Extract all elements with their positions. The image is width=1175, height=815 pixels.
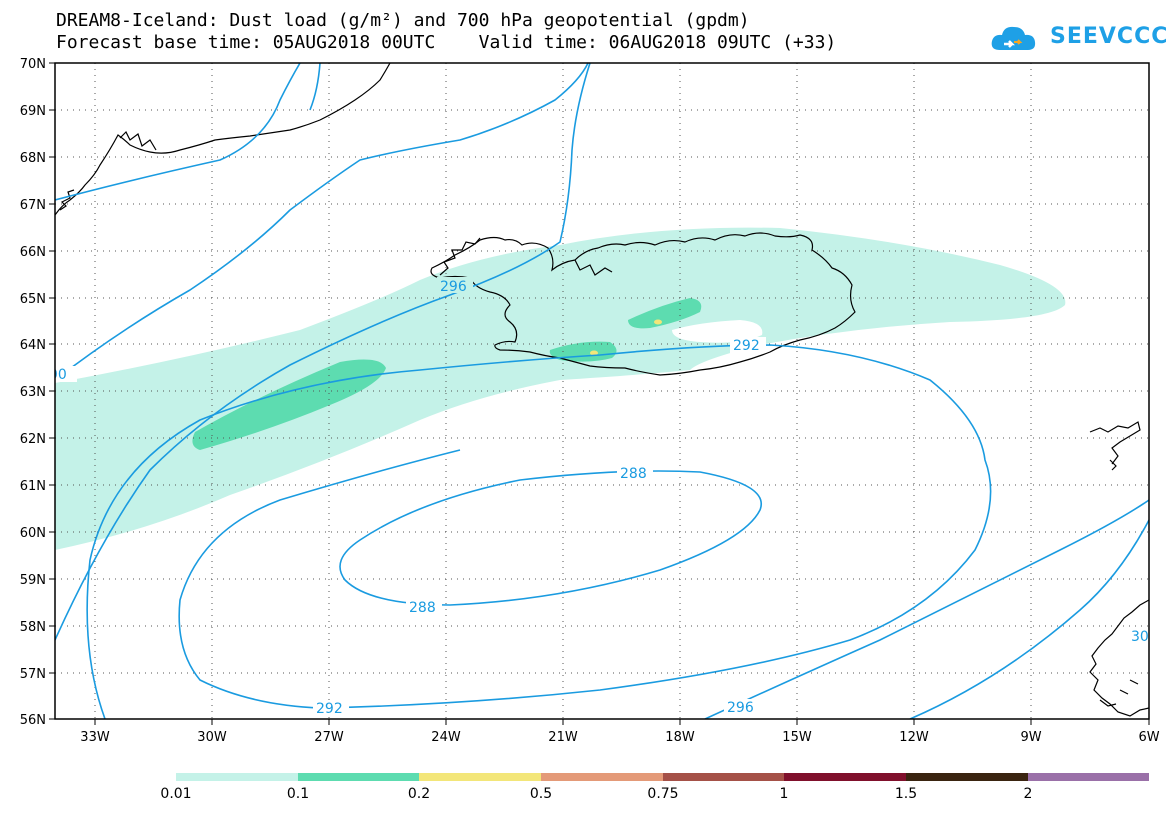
coastline-iceland — [430, 232, 856, 376]
colorbar-label: 2 — [1023, 786, 1033, 802]
contour-300-west — [55, 63, 589, 381]
map-title: DREAM8-Iceland: Dust load (g/m²) and 700… — [56, 10, 750, 31]
colorbar-swatch — [541, 773, 663, 781]
contour-300-east — [909, 519, 1149, 719]
lon-label: 9W — [1020, 730, 1041, 745]
colorbar-swatch — [176, 773, 298, 781]
contour-label-288-north: 288 — [620, 466, 647, 482]
coastline-scotland — [1089, 599, 1149, 717]
logo-text: SEEVCCC — [1050, 24, 1169, 49]
colorbar-label: 0.01 — [160, 786, 192, 802]
coastlines — [55, 63, 1149, 717]
lat-label: 66N — [20, 245, 46, 260]
lon-label: 6W — [1138, 730, 1159, 745]
dust-area-mid-2 — [628, 298, 702, 329]
lat-label: 58N — [20, 620, 46, 635]
lon-label: 18W — [665, 730, 695, 745]
colorbar-label: 0.2 — [407, 786, 431, 802]
geopotential-contours — [55, 63, 1149, 719]
lat-label: 62N — [20, 432, 46, 447]
colorbar-label: 0.75 — [647, 786, 679, 802]
colorbar-swatch — [298, 773, 419, 781]
lat-label: 57N — [20, 667, 46, 682]
contour-label-300: 300 — [40, 367, 67, 383]
colorbar-label: 1.5 — [894, 786, 918, 802]
dust-area-low — [55, 227, 1066, 550]
colorbar-swatch — [784, 773, 906, 781]
contour-north — [309, 63, 321, 111]
lon-label: 27W — [314, 730, 344, 745]
colorbar-label: 0.5 — [529, 786, 553, 802]
lat-label: 60N — [20, 526, 46, 541]
contour-288 — [339, 470, 762, 606]
contour-label-292-north: 292 — [733, 338, 760, 354]
map-subtitle: Forecast base time: 05AUG2018 00UTC Vali… — [56, 32, 837, 53]
lat-label: 64N — [20, 338, 46, 353]
lat-label: 68N — [20, 151, 46, 166]
dust-area-mid-1 — [192, 359, 386, 450]
lat-label: 59N — [20, 573, 46, 588]
lat-label: 65N — [20, 292, 46, 307]
colorbar-swatch — [906, 773, 1028, 781]
lat-label: 69N — [20, 104, 46, 119]
lon-label: 24W — [431, 730, 461, 745]
lat-label: 67N — [20, 198, 46, 213]
lat-label: 56N — [20, 713, 46, 728]
coastline-greenland — [55, 63, 391, 216]
contour-label-292-south: 292 — [316, 701, 343, 717]
contour-296-east — [704, 499, 1149, 719]
contour-292 — [86, 344, 992, 719]
contour-label-288-south: 288 — [409, 600, 436, 616]
colorbar-label: 0.1 — [286, 786, 310, 802]
contour-greenland — [55, 63, 301, 201]
contour-label-296: 296 — [440, 279, 467, 295]
colorbar-swatch — [663, 773, 784, 781]
contour-label-296-south: 296 — [727, 700, 754, 716]
lon-label: 12W — [899, 730, 929, 745]
lon-label: 15W — [782, 730, 812, 745]
cloud-logo-icon — [991, 26, 1036, 50]
lat-label: 63N — [20, 385, 46, 400]
coastline-faroe — [1089, 421, 1141, 465]
dust-spot-high-2 — [590, 350, 598, 356]
colorbar-swatch — [419, 773, 541, 781]
lat-label: 70N — [20, 57, 46, 72]
lon-label: 21W — [548, 730, 578, 745]
lat-label: 61N — [20, 479, 46, 494]
dust-spot-high-1 — [654, 319, 662, 325]
contour-label-300-east: 300 — [1131, 629, 1158, 645]
lon-label: 33W — [80, 730, 110, 745]
lon-label: 30W — [197, 730, 227, 745]
colorbar-swatch — [1028, 773, 1149, 781]
contour-296 — [55, 63, 591, 641]
colorbar-label: 1 — [779, 786, 789, 802]
graticule — [55, 63, 1149, 719]
